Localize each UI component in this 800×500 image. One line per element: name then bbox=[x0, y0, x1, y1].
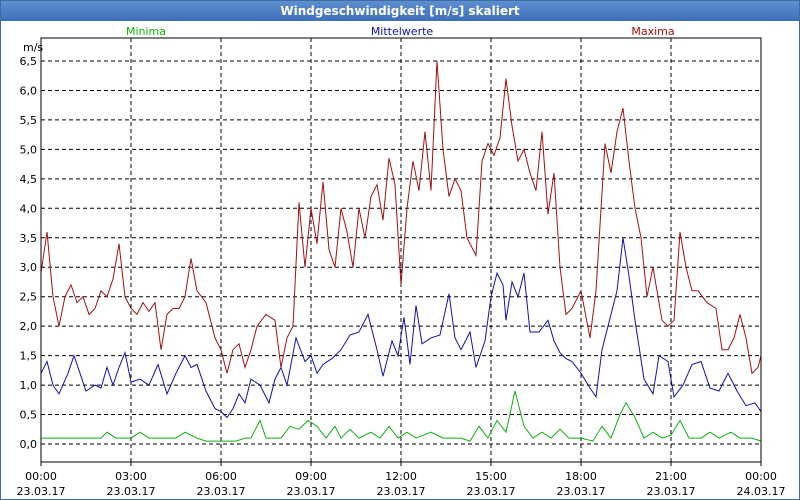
x-tick-date: 23.03.17 bbox=[467, 485, 516, 498]
series-line-maxima bbox=[40, 60, 762, 375]
series-line-minima bbox=[41, 390, 762, 442]
legend-entry-mittelwerte: Mittelwerte bbox=[371, 25, 434, 38]
y-tick-label: 1,0 bbox=[20, 379, 38, 392]
y-axis: m/s 0,0 0,5 1,0 1,5 2,0 2,5 3,0 3,5 4,0 4,5 5,0 5,5… bbox=[20, 41, 44, 451]
x-tick-date: 23.03.17 bbox=[197, 485, 246, 498]
x-tick-time: 12:00 bbox=[385, 470, 417, 483]
plot-frame bbox=[40, 37, 762, 463]
y-tick-label: 3,0 bbox=[20, 261, 38, 274]
legend-entry-maxima: Maxima bbox=[631, 25, 674, 38]
chart-legend: Minima Mittelwerte Maxima bbox=[126, 25, 675, 38]
x-tick-time: 15:00 bbox=[475, 470, 507, 483]
grid-lines bbox=[41, 38, 761, 462]
x-tick-time: 00:00 bbox=[745, 470, 777, 483]
y-tick-label: 6,5 bbox=[20, 55, 38, 68]
x-tick-date: 23.03.17 bbox=[107, 485, 156, 498]
y-tick-label: 1,5 bbox=[20, 350, 38, 363]
y-tick-label: 4,5 bbox=[20, 173, 38, 186]
y-tick-label: 5,5 bbox=[20, 114, 38, 127]
series-line-mittelwerte bbox=[40, 237, 762, 419]
window-title: Windgeschwindigkeit [m/s] skaliert bbox=[1, 1, 799, 21]
y-tick-label: 2,5 bbox=[20, 291, 38, 304]
x-tick-date: 23.03.17 bbox=[17, 485, 66, 498]
y-tick-label: 6,0 bbox=[20, 84, 38, 97]
x-tick-time: 00:00 bbox=[25, 470, 57, 483]
x-tick-date: 24.03.17 bbox=[737, 485, 786, 498]
x-tick-time: 21:00 bbox=[655, 470, 687, 483]
x-tick-time: 18:00 bbox=[565, 470, 597, 483]
y-tick-label: 2,0 bbox=[20, 320, 38, 333]
x-tick-date: 23.03.17 bbox=[287, 485, 336, 498]
y-tick-label: 0,5 bbox=[20, 409, 38, 422]
x-tick-date: 23.03.17 bbox=[647, 485, 696, 498]
y-tick-label: 4,0 bbox=[20, 202, 38, 215]
y-axis-label: m/s bbox=[23, 41, 43, 54]
x-tick-time: 09:00 bbox=[295, 470, 327, 483]
y-tick-label: 5,0 bbox=[20, 143, 38, 156]
x-axis: 00:00 23.03.17 03:00 23.03.17 06:00 23.03.17 0… bbox=[17, 462, 786, 498]
x-tick-time: 06:00 bbox=[205, 470, 237, 483]
series-lines bbox=[40, 60, 762, 442]
legend-entry-minima: Minima bbox=[126, 25, 166, 38]
y-tick-label: 3,5 bbox=[20, 232, 38, 245]
x-tick-date: 23.03.17 bbox=[557, 485, 606, 498]
y-tick-label: 0,0 bbox=[20, 438, 38, 451]
x-tick-time: 03:00 bbox=[115, 470, 147, 483]
x-tick-date: 23.03.17 bbox=[377, 485, 426, 498]
